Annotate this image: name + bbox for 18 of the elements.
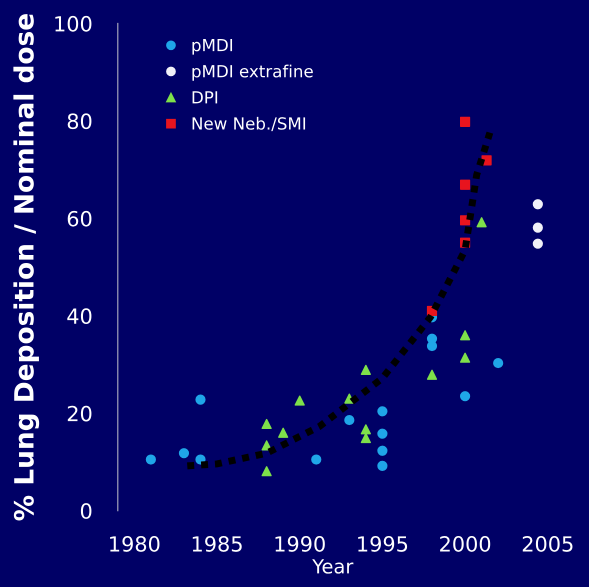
y-tick-label: 80 bbox=[68, 113, 92, 130]
y-tick-label: 20 bbox=[68, 406, 92, 422]
x-tick-label: 2000 bbox=[440, 536, 490, 552]
y-tick-label: 0 bbox=[80, 503, 92, 519]
y-tick-label: 40 bbox=[67, 308, 92, 324]
y-tick-label: 60 bbox=[68, 210, 92, 227]
x-tick-label: 1985 bbox=[192, 536, 242, 552]
x-tick-label: 1995 bbox=[358, 536, 408, 552]
x-tick-label: 2005 bbox=[522, 536, 572, 552]
x-tick-label: 1980 bbox=[110, 536, 160, 552]
y-axis-title: % Lung Deposition / Nominal dose bbox=[13, 14, 40, 520]
legend-label: DPI bbox=[192, 91, 218, 104]
legend-label: pMDI bbox=[192, 38, 232, 55]
legend-label: New Neb./SMI bbox=[192, 116, 306, 132]
x-tick-label: 1990 bbox=[275, 536, 325, 552]
legend-label: pMDI extrafine bbox=[192, 64, 313, 81]
x-axis-title: Year bbox=[312, 559, 354, 574]
y-tick-label: 100 bbox=[55, 16, 92, 32]
